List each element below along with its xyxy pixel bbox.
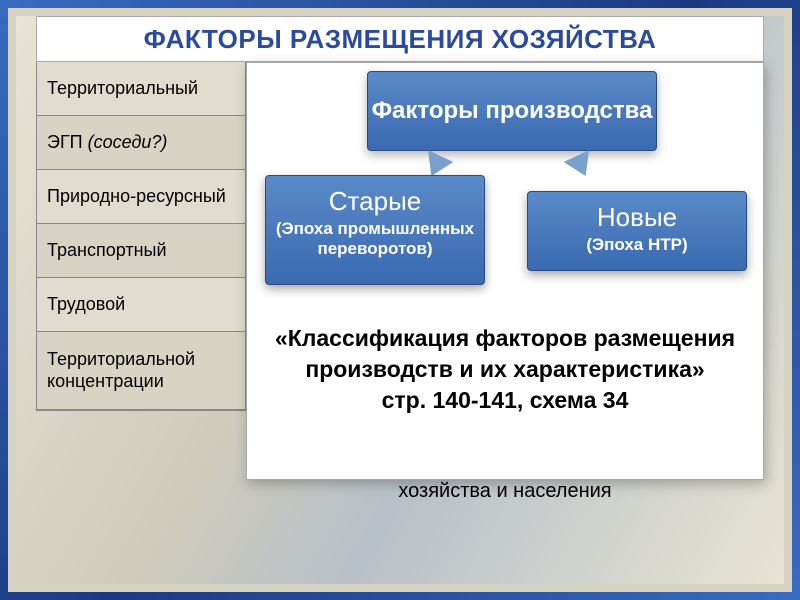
table-row: Территориальной концентрации bbox=[37, 332, 245, 410]
row-label: Транспортный bbox=[47, 240, 167, 262]
node-title: Новые bbox=[536, 202, 738, 233]
node-subtitle: (Эпоха промышленных переворотов) bbox=[274, 219, 476, 258]
arrow-right-icon bbox=[564, 150, 599, 182]
table-row: Природно-ресурсный bbox=[37, 170, 245, 224]
page-title: ФАКТОРЫ РАЗМЕЩЕНИЯ ХОЗЯЙСТВА bbox=[144, 24, 657, 55]
row-label: Территориальной концентрации bbox=[47, 349, 235, 392]
table-row: Трудовой bbox=[37, 278, 245, 332]
caption-line: «Классификация факторов размещения произ… bbox=[275, 325, 735, 382]
row-label: Природно-ресурсный bbox=[47, 186, 226, 208]
caption-text: «Классификация факторов размещения произ… bbox=[267, 323, 743, 416]
title-bar: ФАКТОРЫ РАЗМЕЩЕНИЯ ХОЗЯЙСТВА bbox=[36, 16, 764, 62]
left-node: Старые (Эпоха промышленных переворотов) bbox=[265, 175, 485, 285]
row-label: Трудовой bbox=[47, 294, 125, 316]
table-row: Транспортный bbox=[37, 224, 245, 278]
root-node: Факторы производства bbox=[367, 71, 657, 151]
row-label: ЭГП (соседи?) bbox=[47, 132, 167, 154]
caption-line: стр. 140-141, схема 34 bbox=[382, 387, 629, 413]
table-row: Территориальный bbox=[37, 62, 245, 116]
node-title: Старые bbox=[274, 186, 476, 217]
occluded-text: хозяйства и населения bbox=[246, 480, 764, 503]
right-node: Новые (Эпоха НТР) bbox=[527, 191, 747, 271]
table-row: ЭГП (соседи?) bbox=[37, 116, 245, 170]
overlay-panel: Факторы производства Старые (Эпоха промы… bbox=[246, 62, 764, 480]
slide-frame: ФАКТОРЫ РАЗМЕЩЕНИЯ ХОЗЯЙСТВА Территориал… bbox=[0, 0, 800, 600]
row-label: Территориальный bbox=[47, 78, 198, 100]
node-subtitle: (Эпоха НТР) bbox=[536, 235, 738, 255]
factors-table: Территориальный ЭГП (соседи?) Природно-р… bbox=[36, 62, 246, 411]
